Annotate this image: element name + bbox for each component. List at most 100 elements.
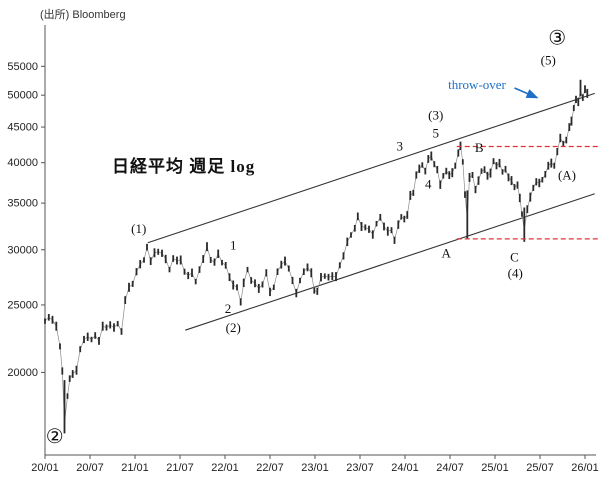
price-bar: [406, 211, 409, 219]
price-bar: [448, 171, 451, 179]
price-bar: [179, 255, 182, 265]
price-bar: [409, 190, 412, 200]
price-bar: [164, 254, 167, 264]
price-bar: [236, 284, 238, 291]
y-axis-tick-label: 45000: [7, 122, 38, 134]
price-bar: [526, 205, 529, 214]
price-bar: [562, 140, 565, 147]
x-axis-tick-label: 24/01: [391, 462, 419, 474]
price-bar: [375, 221, 378, 227]
price-bar: [342, 252, 345, 260]
price-bar: [254, 279, 256, 288]
x-axis-tick-label: 24/07: [436, 462, 464, 474]
price-bar: [364, 224, 367, 231]
price-bar: [187, 271, 190, 280]
price-bar: [113, 323, 115, 332]
annotation-wave-circle-2: ②: [46, 426, 64, 448]
price-bar: [55, 321, 58, 331]
price-bar: [415, 171, 418, 179]
price-bar: [457, 149, 460, 157]
price-bar: [459, 141, 462, 150]
price-bar: [63, 380, 66, 434]
price-bar: [299, 277, 301, 284]
price-bar: [575, 95, 577, 103]
price-bar: [331, 272, 334, 280]
price-bar: [71, 370, 74, 378]
price-bar: [397, 220, 400, 229]
price-bar: [257, 283, 260, 293]
price-bar: [183, 268, 186, 275]
price-bar: [66, 393, 69, 399]
source-label: (出所) Bloomberg: [40, 9, 126, 21]
price-bar: [474, 186, 477, 194]
price-bar: [586, 88, 589, 98]
price-bar: [217, 249, 220, 258]
y-axis-tick-label: 35000: [7, 198, 38, 210]
price-bar: [276, 268, 279, 275]
price-bar: [131, 280, 134, 287]
price-bar: [513, 184, 516, 191]
price-bar: [379, 214, 382, 221]
price-bar: [489, 168, 492, 178]
price-bar: [556, 148, 559, 156]
price-bar: [79, 346, 82, 353]
price-bar: [61, 367, 64, 375]
price-bar: [403, 215, 406, 223]
annotation-wave-B: B: [475, 140, 484, 155]
price-bar: [338, 262, 341, 269]
annotation-wave-3: 3: [397, 138, 404, 153]
price-bar: [535, 178, 538, 186]
price-bar: [346, 237, 349, 246]
price-bar: [44, 318, 46, 324]
annotation-wave-A: A: [442, 245, 452, 260]
price-bar: [371, 230, 374, 239]
price-bar: [47, 314, 50, 321]
price-bar: [86, 332, 89, 341]
price-bar: [272, 284, 275, 290]
price-bar: [516, 181, 519, 189]
price-bar: [581, 94, 584, 101]
price-bar: [232, 280, 235, 290]
price-bar: [538, 178, 541, 188]
chart-title: 日経平均 週足 log: [112, 157, 256, 176]
price-bar: [433, 161, 436, 168]
price-bar: [559, 133, 562, 143]
price-bar: [261, 281, 264, 288]
price-bar: [466, 190, 469, 239]
annotation-wave-2: 2: [225, 301, 232, 316]
price-bar: [128, 282, 130, 292]
price-bar: [51, 315, 54, 324]
price-bar: [327, 273, 330, 281]
price-bar: [418, 164, 421, 173]
price-bar: [477, 176, 480, 185]
price-bar: [400, 214, 403, 220]
price-bar: [149, 257, 152, 265]
price-bar: [507, 173, 510, 182]
y-axis-tick-label: 55000: [7, 61, 38, 73]
price-bar: [451, 168, 454, 178]
price-bar: [221, 259, 223, 266]
price-bar: [383, 222, 385, 231]
price-bar: [116, 321, 119, 327]
annotation-throw-over-label: throw-over: [448, 77, 506, 92]
price-bar: [521, 211, 523, 217]
price-bar: [584, 85, 586, 94]
throw-over-arrow: [514, 87, 539, 99]
price-bar: [146, 243, 148, 251]
price-bar: [323, 273, 326, 279]
price-bar: [250, 277, 253, 284]
annotation-wave-C: C: [510, 249, 519, 264]
x-axis-tick-label: 22/07: [256, 462, 284, 474]
annotation-wave-5-paren: (5): [541, 52, 556, 67]
price-bar: [353, 225, 356, 232]
price-bar: [454, 162, 457, 169]
price-bar: [570, 116, 573, 126]
price-bar: [172, 255, 175, 262]
price-bar: [198, 266, 201, 273]
price-bar: [498, 158, 501, 168]
price-bar: [464, 191, 466, 198]
price-bar: [191, 268, 193, 277]
price-bar: [550, 158, 553, 168]
price-bar: [316, 287, 319, 295]
